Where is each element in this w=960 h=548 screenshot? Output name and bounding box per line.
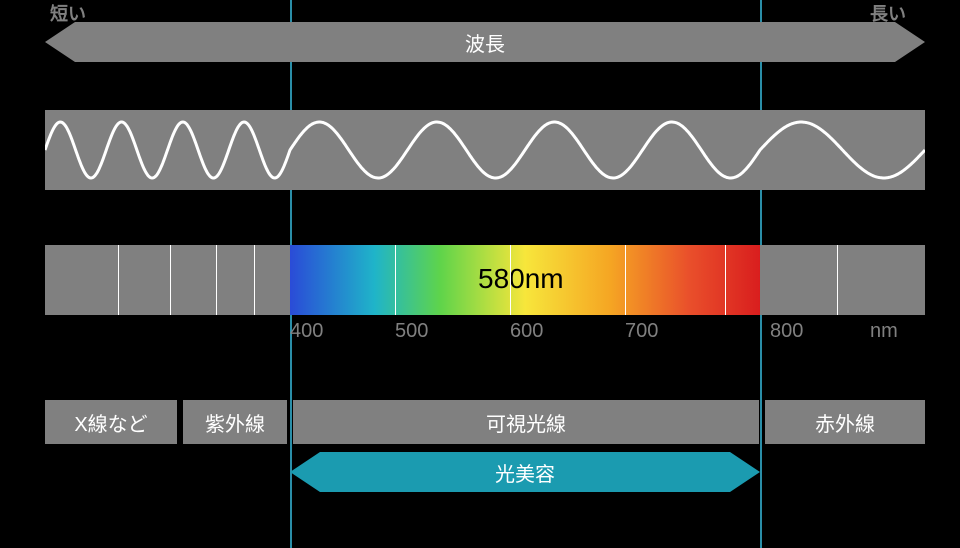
category-block: 可視光線 bbox=[293, 400, 759, 444]
axis-label: 500 bbox=[395, 320, 428, 343]
spectrum-tick bbox=[725, 245, 726, 315]
axis-label: 600 bbox=[510, 320, 543, 343]
spectrum-tick bbox=[254, 245, 255, 315]
spectrum-tick bbox=[170, 245, 171, 315]
category-row: X線など紫外線可視光線赤外線 bbox=[45, 400, 925, 444]
spectrum-tick bbox=[395, 245, 396, 315]
beauty-arrow-label: 光美容 bbox=[320, 452, 730, 492]
axis-label: 800 bbox=[770, 320, 803, 343]
spectrum-tick bbox=[510, 245, 511, 315]
category-block: 紫外線 bbox=[183, 400, 287, 444]
arrow-right-icon bbox=[895, 22, 925, 62]
category-block: X線など bbox=[45, 400, 177, 444]
beauty-arrow: 光美容 bbox=[290, 452, 760, 492]
spectrum-tick bbox=[625, 245, 626, 315]
axis-label: 700 bbox=[625, 320, 658, 343]
wave-band bbox=[45, 110, 925, 190]
diagram-root: 短い 長い 波長 580nm X線など紫外線可視光線赤外線 光美容 400500… bbox=[0, 0, 960, 548]
category-block: 赤外線 bbox=[765, 400, 925, 444]
arrow-left-icon bbox=[290, 452, 320, 492]
axis-label: nm bbox=[870, 320, 898, 343]
axis-label: 400 bbox=[290, 320, 323, 343]
arrow-left-icon bbox=[45, 22, 75, 62]
wavelength-arrow: 波長 bbox=[45, 22, 925, 62]
arrow-right-icon bbox=[730, 452, 760, 492]
spectrum-tick bbox=[118, 245, 119, 315]
sine-wave bbox=[45, 110, 925, 190]
spectrum-center-label: 580nm bbox=[478, 263, 564, 295]
spectrum-band: 580nm bbox=[45, 245, 925, 315]
spectrum-tick bbox=[216, 245, 217, 315]
spectrum-tick bbox=[837, 245, 838, 315]
wavelength-arrow-label: 波長 bbox=[75, 22, 895, 62]
